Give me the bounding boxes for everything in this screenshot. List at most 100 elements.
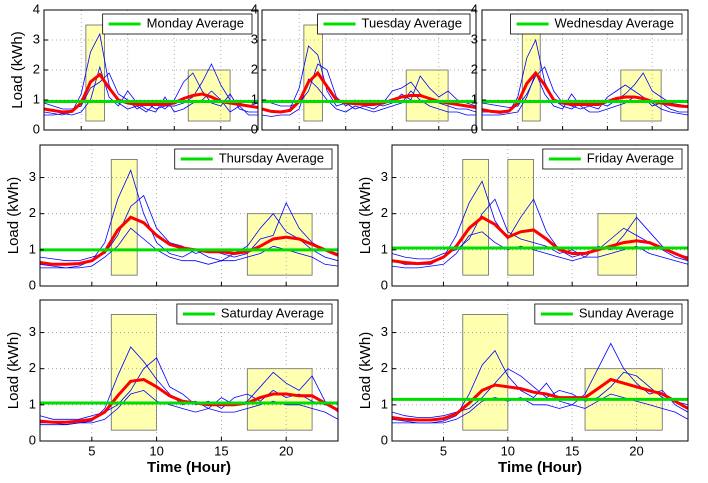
legend-box: [174, 148, 333, 170]
legend-box: [102, 13, 253, 35]
y-tick-label: 0: [381, 432, 388, 447]
plot-content: [262, 10, 476, 130]
y-tick-label: 4: [33, 1, 40, 16]
plot-content: [40, 300, 338, 441]
y-tick-label: 0: [33, 121, 40, 136]
plot-content: [40, 145, 338, 286]
legend: Friday Average: [542, 148, 683, 170]
legend-box: [542, 148, 683, 170]
legend-label: Tuesday Average: [362, 15, 462, 30]
daily-profile: [392, 393, 688, 424]
y-axis-label: Load (kWh): [5, 332, 22, 410]
daily-profile: [262, 78, 476, 117]
legend-box: [510, 13, 683, 35]
y-tick-label: 3: [381, 169, 388, 184]
legend-label: Wednesday Average: [555, 15, 675, 30]
y-axis-label: Load (kWh): [357, 332, 374, 410]
legend-box: [317, 13, 471, 35]
y-tick-label: 0: [251, 121, 258, 136]
y-tick-label: 1: [471, 91, 478, 106]
y-tick-label: 2: [381, 205, 388, 220]
y-tick-label: 2: [29, 205, 36, 220]
y-tick-label: 3: [29, 169, 36, 184]
daily-profile: [40, 357, 338, 420]
y-tick-label: 1: [29, 396, 36, 411]
panel: 0 1 2 3 Friday Average Load (kWh): [357, 144, 689, 292]
legend: Saturday Average: [176, 303, 333, 325]
y-tick-label: 0: [29, 432, 36, 447]
legend: Wednesday Average: [510, 13, 683, 35]
panel: 0 1 2 3 4 Tuesday Average: [251, 1, 477, 136]
plot-frame: [481, 9, 689, 131]
legend: Sunday Average: [534, 303, 683, 325]
average-profile: [392, 377, 688, 422]
y-tick-label: 2: [381, 360, 388, 375]
daily-profile: [392, 342, 688, 424]
y-tick-label: 2: [33, 61, 40, 76]
plot-content: [392, 145, 688, 286]
x-tick-label: 20: [279, 443, 293, 458]
y-tick-label: 3: [251, 31, 258, 46]
daily-profile: [482, 71, 688, 116]
x-tick-label: 15: [565, 443, 579, 458]
legend: Monday Average: [102, 13, 253, 35]
y-axis-label: Load (kWh): [5, 177, 22, 255]
x-tick-label: 10: [501, 443, 515, 458]
legend-label: Saturday Average: [221, 305, 324, 320]
plot-frame: [43, 9, 259, 131]
daily-profile: [40, 389, 338, 426]
plot-frame: [39, 299, 339, 442]
y-axis-label: Load (kWh): [9, 31, 26, 109]
y-tick-label: 0: [471, 121, 478, 136]
x-tick-label: 15: [214, 443, 228, 458]
highlight-box: [110, 314, 158, 431]
y-tick-label: 4: [471, 1, 478, 16]
y-tick-label: 2: [29, 360, 36, 375]
x-tick-label: 10: [149, 443, 163, 458]
x-axis-label: Time (Hour): [147, 459, 231, 476]
x-axis-label: Time (Hour): [498, 459, 582, 476]
y-tick-label: 3: [33, 31, 40, 46]
panel: 0 1 2 3 5 10 15 20 Saturday Average Load (kWh) Tim…: [5, 299, 339, 476]
plot-content: [482, 10, 688, 130]
y-tick-label: 3: [381, 324, 388, 339]
y-tick-label: 4: [251, 1, 258, 16]
panel: 0 1 2 3 4 Wednesday Average: [471, 1, 689, 136]
legend-box: [176, 303, 333, 325]
y-tick-label: 1: [381, 396, 388, 411]
x-tick-label: 20: [629, 443, 643, 458]
average-profile: [392, 215, 688, 266]
plot-frame: [261, 9, 477, 131]
plot-frame: [39, 144, 339, 287]
highlight-box: [462, 314, 509, 431]
panel: 0 1 2 3 4 Monday Average Load (kWh): [9, 1, 259, 136]
y-tick-label: 3: [29, 324, 36, 339]
daily-profile: [262, 45, 476, 113]
legend-label: Monday Average: [147, 15, 244, 30]
legend-label: Thursday Average: [219, 150, 324, 165]
legend-label: Friday Average: [587, 150, 674, 165]
plot-content: [392, 300, 688, 441]
panel: 0 1 2 3 5 10 15 20 Sunday Average Load (kWh) Time …: [357, 299, 689, 476]
x-tick-label: 5: [88, 443, 95, 458]
y-tick-label: 0: [381, 277, 388, 292]
panel: 0 1 2 3 Thursday Average Load (kWh): [5, 144, 339, 292]
legend: Tuesday Average: [317, 13, 471, 35]
y-tick-label: 3: [471, 31, 478, 46]
plot-frame: [391, 299, 689, 442]
daily-profile: [44, 32, 258, 116]
y-axis-label: Load (kWh): [357, 177, 374, 255]
daily-profile: [392, 198, 688, 260]
plot-frame: [391, 144, 689, 287]
legend-label: Sunday Average: [579, 305, 674, 320]
y-tick-label: 1: [381, 241, 388, 256]
y-tick-label: 1: [29, 241, 36, 256]
legend-box: [534, 303, 683, 325]
y-tick-label: 1: [33, 91, 40, 106]
y-tick-label: 2: [251, 61, 258, 76]
x-tick-label: 5: [440, 443, 447, 458]
y-tick-label: 2: [471, 61, 478, 76]
legend: Thursday Average: [174, 148, 333, 170]
highlight-box: [303, 24, 323, 122]
